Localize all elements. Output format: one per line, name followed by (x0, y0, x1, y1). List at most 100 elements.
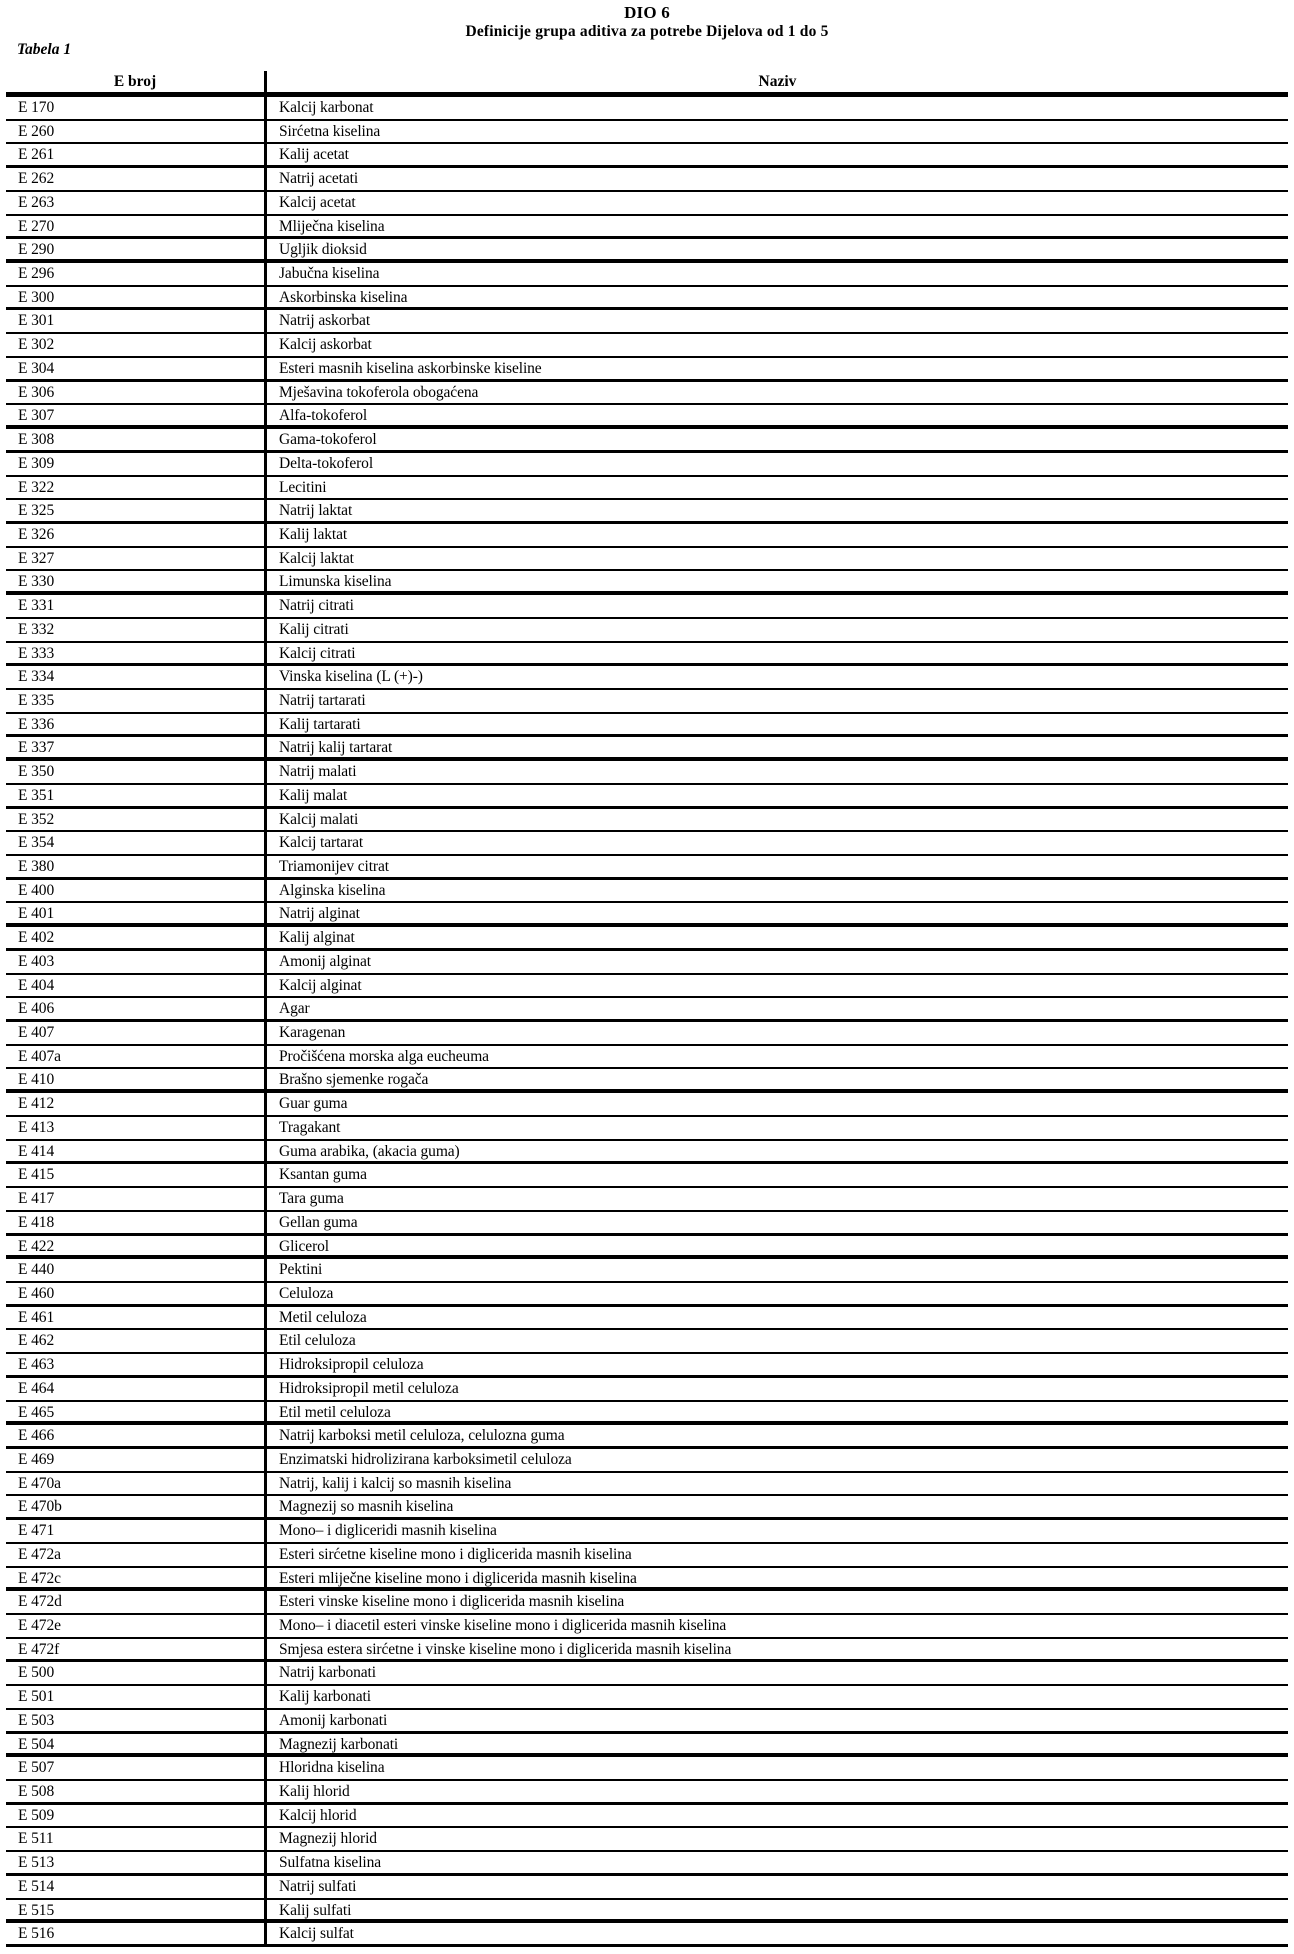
e-number-cell: E 470a (6, 1472, 267, 1495)
column-header-name: Naziv (758, 73, 797, 90)
e-number-cell: E 309 (6, 452, 267, 475)
table-row: E 472f Smjesa estera sirćetne i vinske k… (6, 1638, 1288, 1663)
additive-name-cell: Natrij alginat (279, 905, 360, 923)
table-row: E 350 Natrij malati (6, 761, 1288, 785)
additive-name-cell: Amonij alginat (279, 952, 372, 970)
table-row: E 322 Lecitini (6, 476, 1288, 501)
e-number-cell: E 472a (6, 1543, 267, 1566)
additive-name-cell: Magnezij so masnih kiselina (279, 1498, 454, 1516)
e-number-cell: E 335 (6, 689, 267, 712)
table-row: E 515 Kalij sulfati (6, 1899, 1288, 1924)
e-number-cell: E 322 (6, 476, 267, 499)
table-row: E 471 Mono– i digliceridi masnih kiselin… (6, 1520, 1288, 1544)
table-row: E 470a Natrij, kalij i kalcij so masnih … (6, 1472, 1288, 1497)
e-number-cell: E 500 (6, 1662, 267, 1685)
additive-name-cell: Mješavina tokoferola obogaćena (279, 383, 479, 401)
additive-name-cell: Sulfatna kiselina (279, 1854, 382, 1872)
table-row: E 335 Natrij tartarati (6, 689, 1288, 714)
table-row: E 415 Ksantan guma (6, 1164, 1288, 1189)
table-row: E 410 Brašno sjemenke rogača (6, 1069, 1288, 1094)
e-number-cell: E 354 (6, 832, 267, 854)
additive-name-cell: Alginska kiselina (279, 881, 386, 899)
document-subtitle: Definicije grupa aditiva za potrebe Dije… (465, 23, 829, 40)
e-number-cell: E 515 (6, 1899, 267, 1920)
e-number-cell: E 469 (6, 1448, 267, 1471)
table-row: E 472c Esteri mliječne kiseline mono i d… (6, 1567, 1288, 1592)
e-number-cell: E 406 (6, 998, 267, 1020)
table-row: E 503 Amonij karbonati (6, 1709, 1288, 1734)
additive-name-cell: Esteri masnih kiselina askorbinske kisel… (279, 359, 542, 377)
table-row: E 413 Tragakant (6, 1116, 1288, 1141)
additive-name-cell: Kalij hlorid (279, 1783, 350, 1801)
additive-name-cell: Delta-tokoferol (279, 454, 374, 472)
table-row: E 509 Kalcij hlorid (6, 1804, 1288, 1829)
e-number-cell: E 470b (6, 1496, 267, 1518)
e-number-cell: E 472d (6, 1591, 267, 1613)
table-row: E 472e Mono– i diacetil esteri vinske ki… (6, 1615, 1288, 1639)
additive-name-cell: Esteri vinske kiseline mono i diglicerid… (279, 1593, 625, 1611)
additive-name-cell: Kalij alginat (279, 929, 355, 947)
e-number-cell: E 466 (6, 1425, 267, 1446)
table-row: E 380 Triamonijev citrat (6, 856, 1288, 880)
e-number-cell: E 336 (6, 713, 267, 735)
additive-name-cell: Kalij citrati (279, 620, 349, 638)
table-row: E 330 Limunska kiselina (6, 571, 1288, 596)
table-row: E 472a Esteri sirćetne kiseline mono i d… (6, 1543, 1288, 1568)
e-number-cell: E 263 (6, 191, 267, 214)
e-number-cell: E 460 (6, 1282, 267, 1304)
e-number-cell: E 472c (6, 1567, 267, 1588)
e-number-cell: E 337 (6, 737, 267, 758)
e-number-cell: E 300 (6, 286, 267, 308)
additive-name-cell: Natrij karboksi metil celuloza, celulozn… (279, 1427, 565, 1445)
table-row: E 508 Kalij hlorid (6, 1781, 1288, 1805)
additive-name-cell: Kalij sulfati (279, 1901, 352, 1919)
e-number-cell: E 260 (6, 120, 267, 143)
additive-name-cell: Ksantan guma (279, 1166, 367, 1184)
table-row: E 500 Natrij karbonati (6, 1662, 1288, 1687)
table-row: E 513 Sulfatna kiselina (6, 1852, 1288, 1876)
table-row: E 412 Guar guma (6, 1093, 1288, 1117)
additive-name-cell: Kalij tartarati (279, 715, 361, 733)
additive-name-cell: Limunska kiselina (279, 573, 392, 591)
additive-name-cell: Mliječna kiselina (279, 217, 385, 235)
additive-name-cell: Kalcij citrati (279, 644, 356, 662)
table-row: E 300 Askorbinska kiselina (6, 286, 1288, 311)
table-row: E 440 Pektini (6, 1259, 1288, 1283)
table-row: E 418 Gellan guma (6, 1211, 1288, 1236)
e-number-cell: E 472e (6, 1615, 267, 1637)
additive-name-cell: Hloridna kiselina (279, 1759, 385, 1777)
additive-name-cell: Pročišćena morska alga eucheuma (279, 1047, 489, 1065)
table-row: E 325 Natrij laktat (6, 500, 1288, 524)
additive-name-cell: Kalcij acetat (279, 193, 356, 211)
table-row: E 331 Natrij citrati (6, 595, 1288, 619)
e-number-cell: E 511 (6, 1828, 267, 1851)
additive-name-cell: Kalij laktat (279, 525, 348, 543)
e-number-cell: E 332 (6, 618, 267, 641)
table-row: E 262 Natrij acetati (6, 168, 1288, 192)
additive-name-cell: Celuloza (279, 1284, 334, 1302)
additive-name-cell: Smjesa estera sirćetne i vinske kiseline… (279, 1640, 732, 1658)
additive-name-cell: Metil celuloza (279, 1308, 367, 1326)
additive-name-cell: Kalcij laktat (279, 549, 354, 567)
table-row: E 407a Pročišćena morska alga eucheuma (6, 1045, 1288, 1070)
table-row: E 327 Kalcij laktat (6, 547, 1288, 572)
document-title: DIO 6 (624, 3, 670, 22)
table-row: E 309 Delta-tokoferol (6, 452, 1288, 477)
e-number-cell: E 417 (6, 1188, 267, 1210)
table-row: E 404 Kalcij alginat (6, 974, 1288, 999)
additive-name-cell: Magnezij hlorid (279, 1830, 377, 1848)
e-number-cell: E 333 (6, 642, 267, 664)
e-number-cell: E 463 (6, 1354, 267, 1375)
e-number-cell: E 516 (6, 1923, 267, 1945)
additive-name-cell: Pektini (279, 1261, 323, 1279)
e-number-cell: E 290 (6, 239, 267, 260)
additive-name-cell: Natrij laktat (279, 502, 353, 520)
additive-name-cell: Gellan guma (279, 1213, 358, 1231)
e-number-cell: E 404 (6, 974, 267, 997)
e-number-cell: E 508 (6, 1781, 267, 1802)
additive-name-cell: Karagenan (279, 1024, 346, 1042)
table-row: E 469 Enzimatski hidrolizirana karboksim… (6, 1448, 1288, 1473)
table-row: E 401 Natrij alginat (6, 903, 1288, 928)
e-number-cell: E 306 (6, 381, 267, 404)
